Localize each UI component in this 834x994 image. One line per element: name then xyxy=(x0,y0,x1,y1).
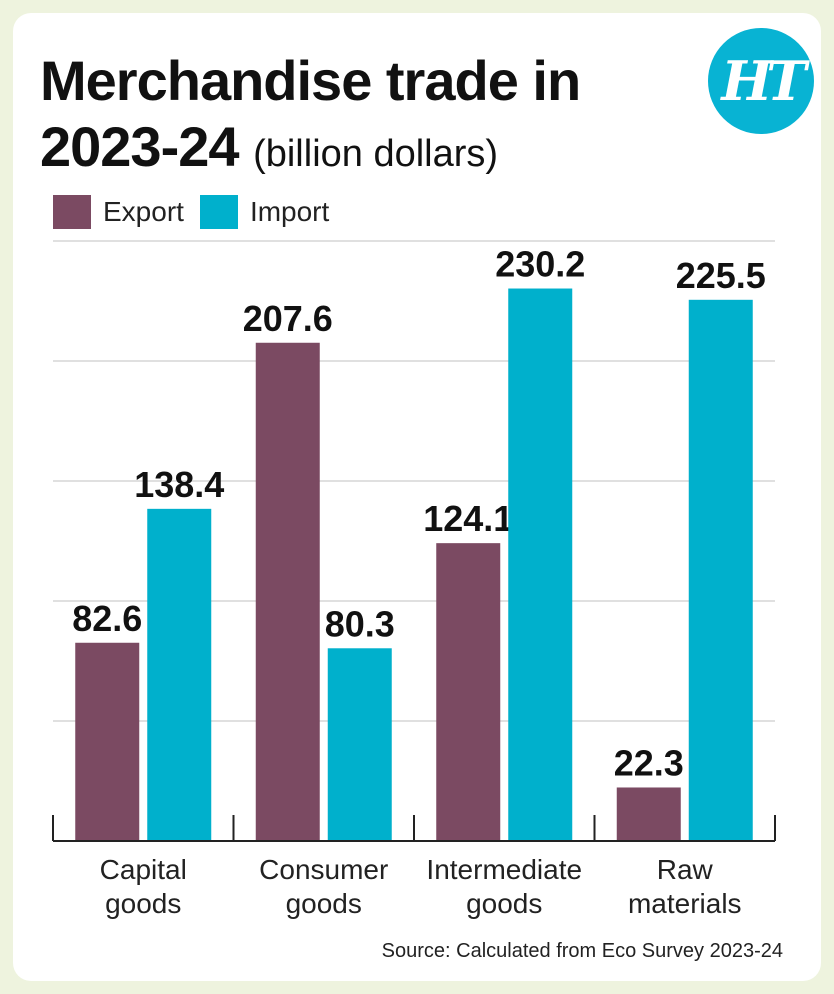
bar-export xyxy=(75,642,140,841)
data-label: 207.6 xyxy=(243,298,333,339)
source-note: Source: Calculated from Eco Survey 2023-… xyxy=(381,940,783,962)
bar-export xyxy=(255,342,320,841)
legend-swatch-export xyxy=(53,195,91,229)
data-label: 124.1 xyxy=(423,498,513,539)
legend-item-export: Export xyxy=(53,195,184,229)
x-tick-label: Intermediate goods xyxy=(426,854,583,919)
data-label: 230.2 xyxy=(495,244,585,285)
bar-export xyxy=(616,787,681,841)
x-tick-label: Consumer goods xyxy=(259,854,389,919)
bar-import xyxy=(327,648,392,841)
data-label: 138.4 xyxy=(134,464,224,505)
legend-label-import: Import xyxy=(249,196,330,227)
data-label: 80.3 xyxy=(325,603,395,644)
legend: Export Import xyxy=(53,195,345,229)
bar-export xyxy=(436,543,501,841)
chart-title: Merchandise trade in 2023-24 (billion do… xyxy=(40,48,581,187)
ht-logo: HT xyxy=(708,28,814,134)
title-line-1: Merchandise trade in xyxy=(40,49,581,112)
data-label: 22.3 xyxy=(614,742,684,783)
x-tick-label: Capital goods xyxy=(99,854,187,919)
data-label: 225.5 xyxy=(676,255,766,296)
bar-import xyxy=(508,288,573,841)
title-line-2: 2023-24 xyxy=(40,115,240,178)
legend-swatch-import xyxy=(199,195,238,229)
legend-item-import: Import xyxy=(199,195,330,229)
title-unit: (billion dollars) xyxy=(253,133,499,175)
bar-import xyxy=(147,508,212,841)
x-tick-label: Raw materials xyxy=(627,854,742,919)
data-label: 82.6 xyxy=(72,598,142,639)
legend-label-export: Export xyxy=(103,196,184,227)
bar-import xyxy=(688,299,753,841)
